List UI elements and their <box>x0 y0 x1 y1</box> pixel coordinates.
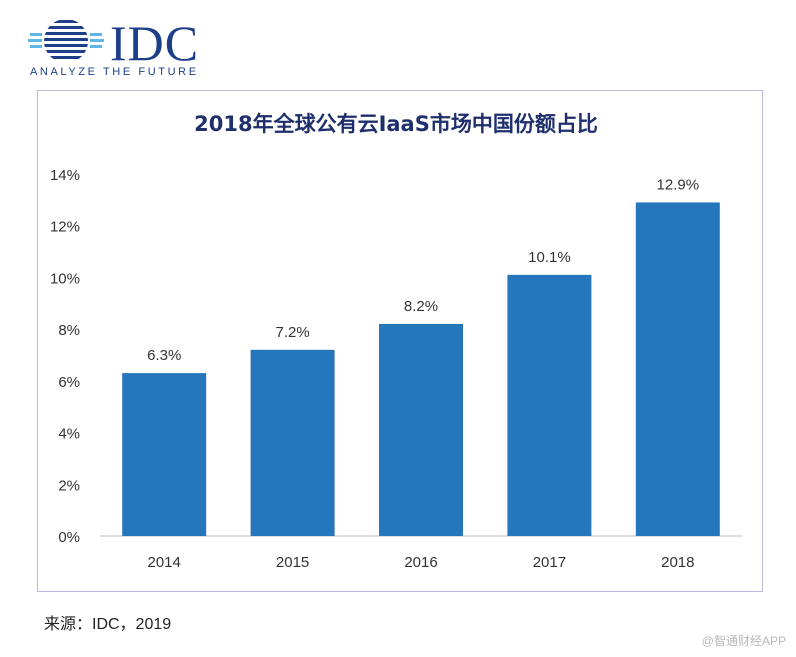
logo-tagline: ANALYZE THE FUTURE <box>30 66 199 78</box>
y-tick-label: 14% <box>50 167 80 184</box>
bar <box>507 274 592 536</box>
y-tick-label: 2% <box>58 477 80 494</box>
watermark: @智通财经APP <box>701 634 786 648</box>
data-label: 7.2% <box>275 324 309 341</box>
chart-title: 2018年全球公有云IaaS市场中国份额占比 <box>194 112 598 136</box>
bar-chart: 2018年全球公有云IaaS市场中国份额占比 0% 2% 4% 6% 8% 10% 12% 14… <box>50 112 742 571</box>
x-tick-label: 2016 <box>404 554 437 571</box>
y-tick-label: 6% <box>58 374 80 391</box>
data-label: 6.3% <box>147 347 181 364</box>
bar <box>250 349 335 536</box>
source-note: 来源：IDC，2019 <box>44 616 172 633</box>
y-tick-label: 12% <box>50 219 80 236</box>
idc-logo: IDC ANALYZE THE FUTURE <box>28 15 228 86</box>
bar <box>122 373 207 536</box>
y-tick-label: 10% <box>50 270 80 287</box>
y-tick-label: 0% <box>58 529 80 546</box>
x-tick-label: 2015 <box>276 554 309 571</box>
data-label: 12.9% <box>657 176 700 193</box>
y-tick-label: 4% <box>58 426 80 443</box>
logo-wordmark: IDC <box>110 15 200 71</box>
x-tick-label: 2018 <box>661 554 694 571</box>
bar <box>379 323 463 536</box>
chart-frame <box>37 90 763 592</box>
x-tick-label: 2017 <box>533 554 566 571</box>
x-tick-label: 2014 <box>148 554 181 571</box>
data-label: 10.1% <box>528 249 571 266</box>
y-tick-label: 8% <box>58 322 80 339</box>
globe-icon <box>28 20 104 59</box>
data-label: 8.2% <box>404 298 438 315</box>
bar <box>635 202 720 536</box>
